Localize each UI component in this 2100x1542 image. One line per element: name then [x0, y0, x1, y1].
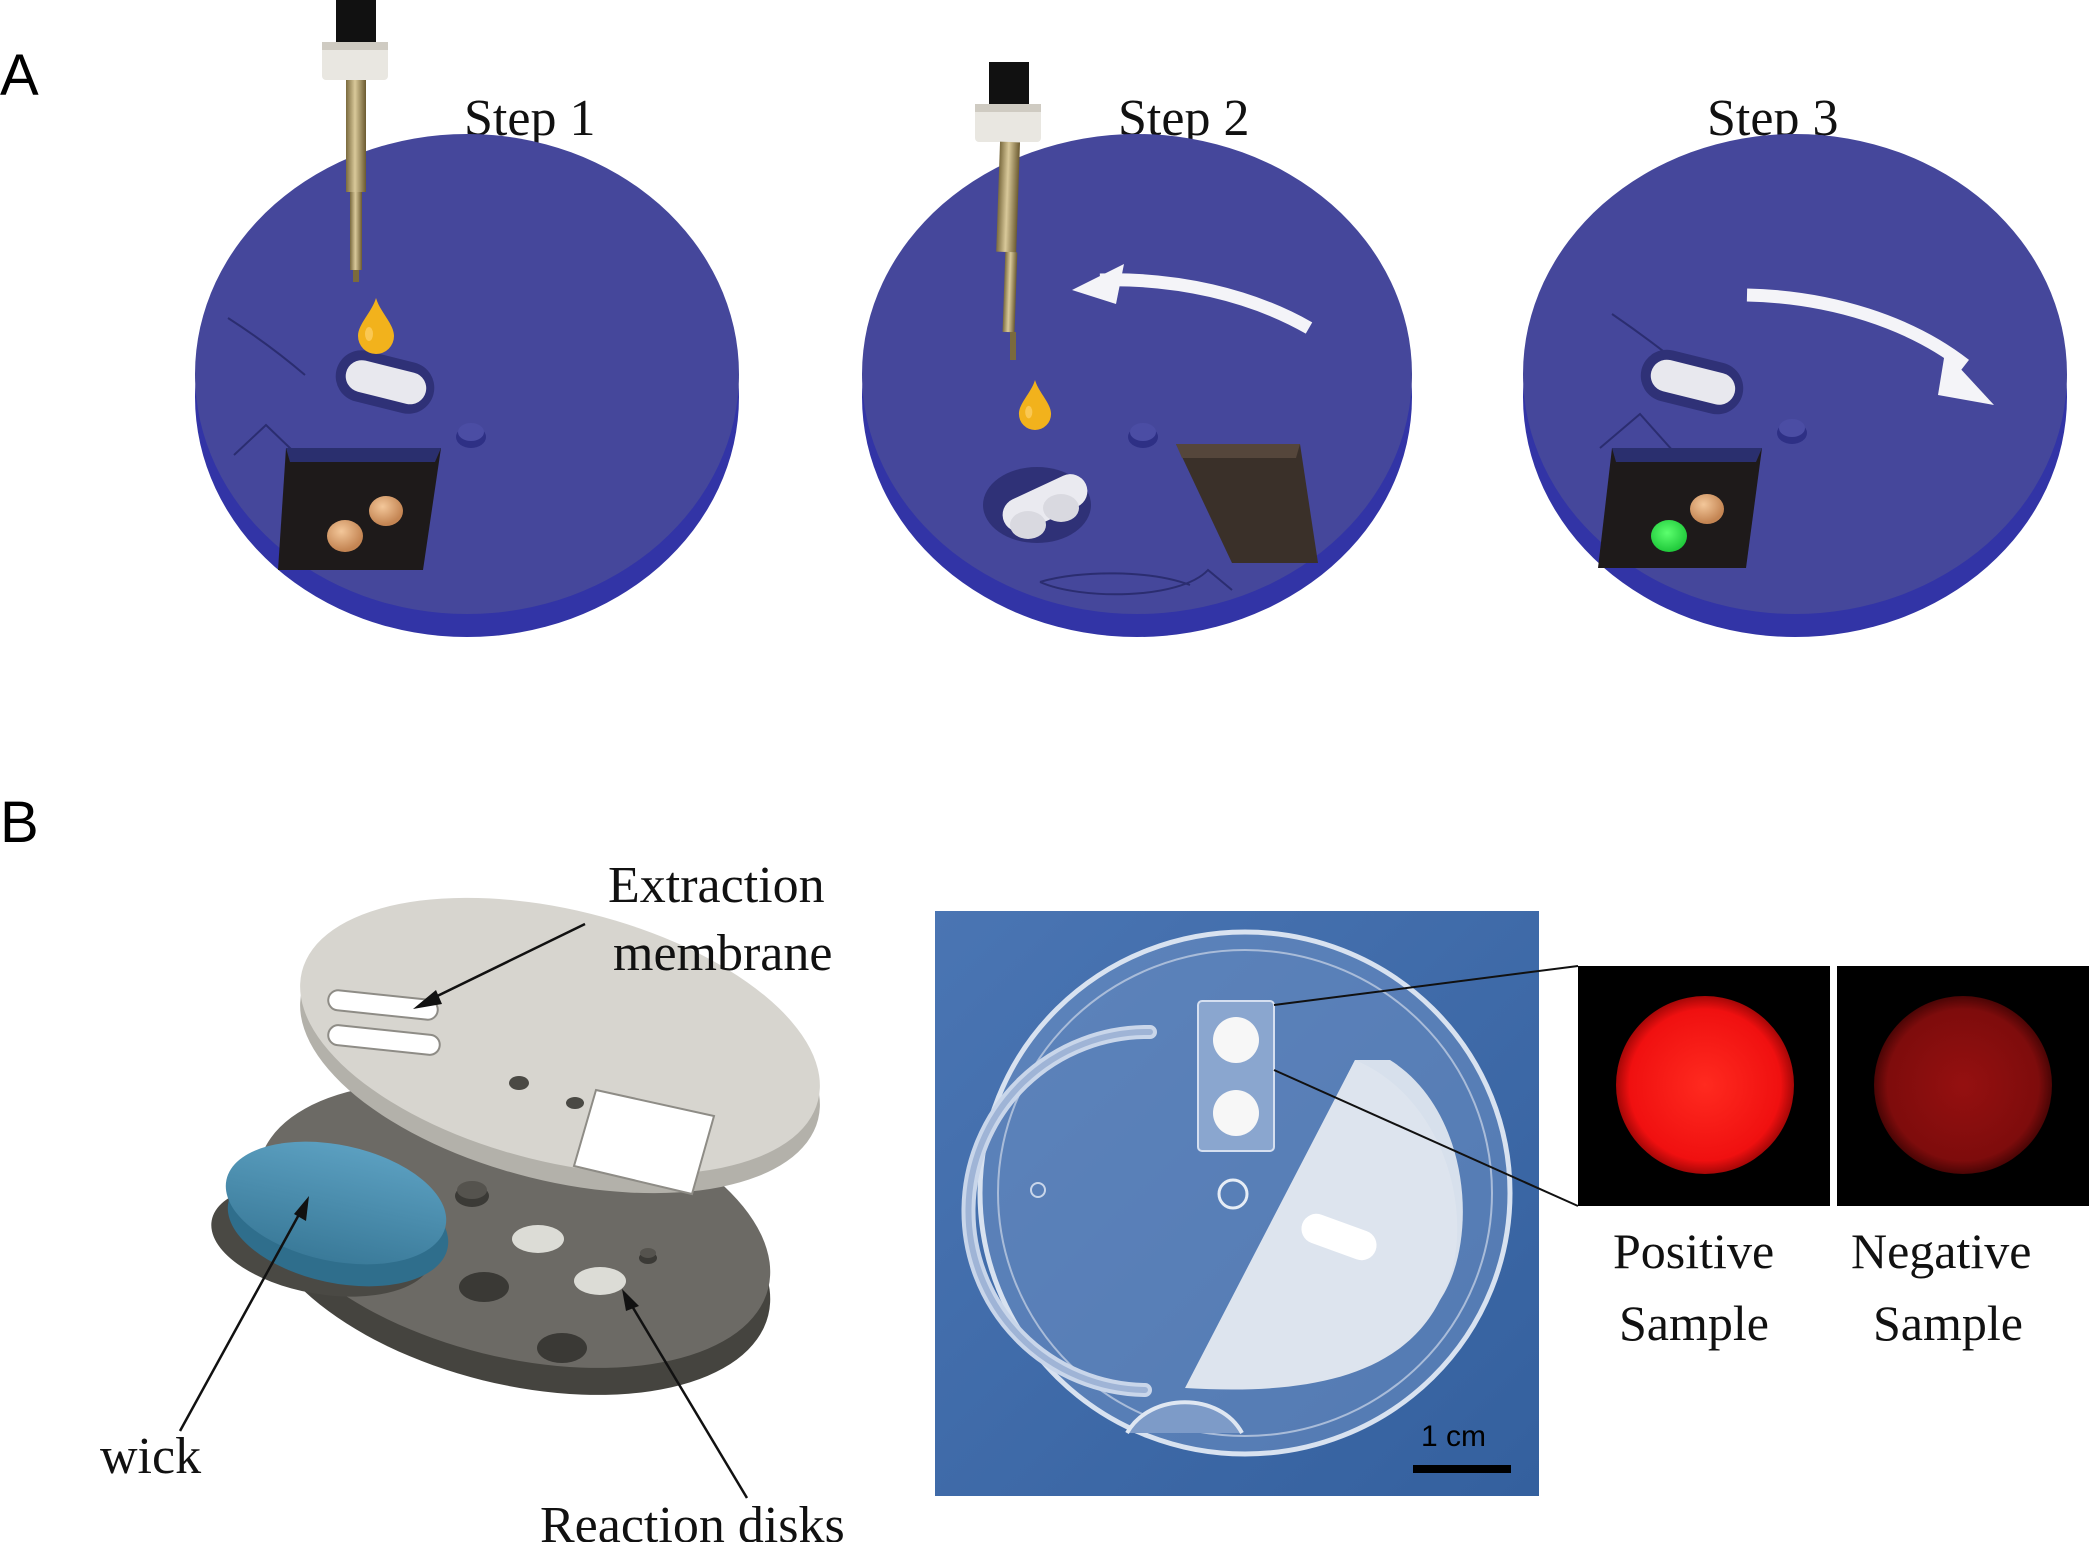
negative-sample-label-line1: Negative [1851, 1223, 2031, 1279]
device-photograph [935, 911, 1539, 1496]
positive-sample-label-line1: Positive [1613, 1223, 1774, 1279]
device-step-2 [862, 134, 1412, 637]
positive-sample-image [1578, 966, 1830, 1206]
wick-arrow [178, 1208, 304, 1432]
wick-pad [225, 1141, 449, 1287]
negative-sample-label-line2: Sample [1873, 1295, 2023, 1351]
pipette-step-2 [975, 62, 1041, 360]
panel-b-label: B [0, 790, 39, 855]
panel-a-label: A [0, 43, 39, 108]
device-step-1 [195, 134, 739, 637]
positive-sample-label-line2: Sample [1619, 1295, 1769, 1351]
device-step-3 [1523, 134, 2067, 637]
negative-sample-image [1837, 966, 2089, 1206]
scale-bar-label: 1 cm [1421, 1420, 1486, 1453]
reaction-disks-arrow [627, 1300, 749, 1499]
reaction-disks-label: Reaction disks [540, 1497, 845, 1542]
extraction-membrane-label-line1: Extraction [608, 857, 825, 914]
pipette-step-1 [322, 0, 388, 282]
wick-label: wick [100, 1428, 201, 1485]
zoom-line-bottom [1273, 1069, 1579, 1207]
zoom-line-top [1273, 965, 1579, 1006]
extraction-membrane-arrow [424, 922, 586, 1004]
extraction-membrane-label-line2: membrane [613, 925, 832, 982]
